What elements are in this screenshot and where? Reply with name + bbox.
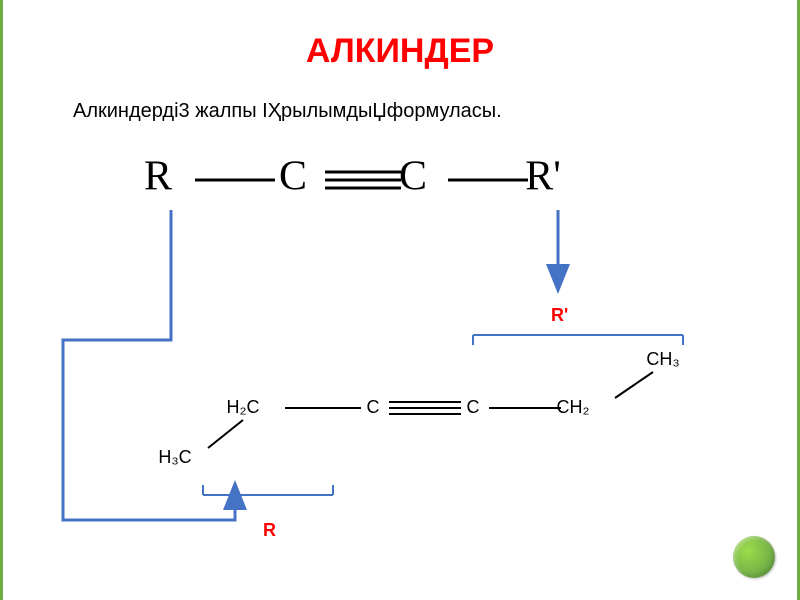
slide: АЛКИНДЕР Алкиндерді3 жалпы ІҲрылымдыЏфор… [0, 0, 800, 600]
svg-text:H₂C: H₂C [227, 397, 260, 417]
diagram-canvas: R C C R' H₃C H₂C C C CH₂ CH₃ [3, 0, 800, 600]
svg-text:CH₂: CH₂ [557, 397, 590, 417]
label-r: R [263, 520, 276, 541]
slide-title: АЛКИНДЕР [3, 32, 797, 71]
slide-subtitle: Алкиндерді3 жалпы ІҲрылымдыЏформуласы. [73, 100, 502, 123]
svg-text:R': R' [525, 154, 561, 200]
svg-text:C: C [367, 397, 380, 417]
svg-text:H₃C: H₃C [158, 447, 191, 467]
label-r-prime: R' [551, 305, 568, 326]
svg-text:CH₃: CH₃ [646, 349, 679, 369]
svg-text:C: C [467, 397, 480, 417]
svg-text:C: C [279, 154, 307, 200]
svg-text:R: R [144, 154, 172, 200]
next-slide-button[interactable] [733, 536, 775, 578]
svg-text:C: C [399, 154, 427, 200]
